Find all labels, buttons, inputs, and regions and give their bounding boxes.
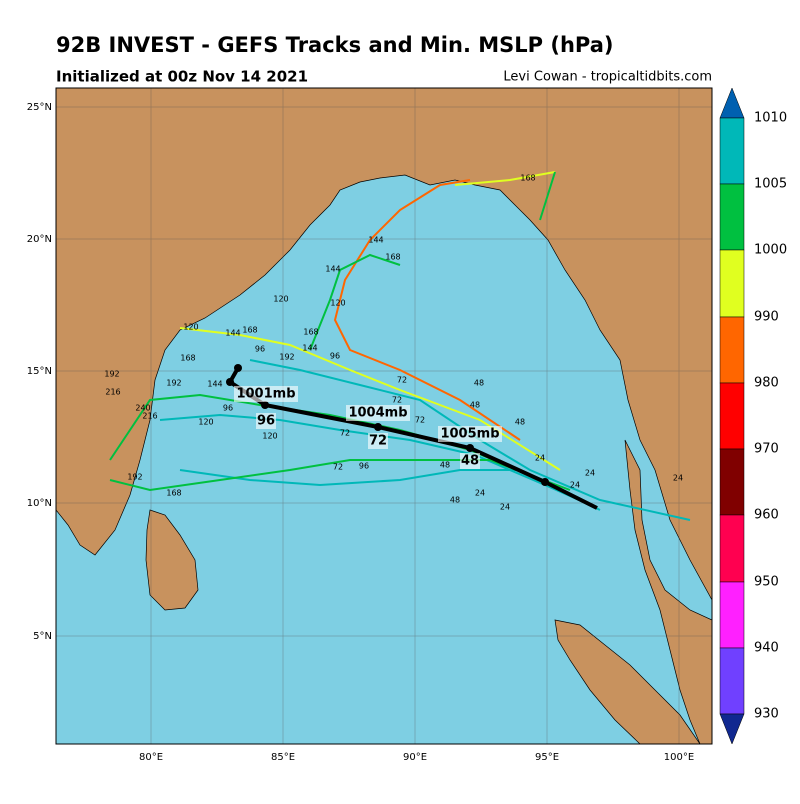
- credit: Levi Cowan - tropicaltidbits.com: [503, 70, 712, 85]
- hour-label: 168: [385, 253, 400, 262]
- hour-label: 168: [242, 326, 257, 335]
- hour-label: 168: [166, 489, 181, 498]
- lat-label: 15°N: [27, 366, 52, 377]
- label-box: [438, 426, 502, 442]
- hour-label: 120: [273, 295, 288, 304]
- lat-label: 5°N: [33, 631, 52, 642]
- label-box: [234, 386, 298, 402]
- hour-label: 192: [127, 473, 142, 482]
- lon-label: 100°E: [664, 752, 694, 763]
- label-box: [368, 433, 388, 449]
- hour-label: 96: [255, 345, 265, 354]
- axis-labels: 80°E 85°E 90°E 95°E 100°E 25°N 20°N 15°N 10°N 5°N: [27, 102, 694, 763]
- hour-label: 120: [198, 418, 213, 427]
- colorbar-label: 1010: [754, 111, 787, 126]
- hour-label: 144: [368, 236, 383, 245]
- colorbar-label: 980: [754, 376, 779, 391]
- hour-label: 72: [392, 396, 402, 405]
- hour-label: 96: [359, 462, 369, 471]
- lon-label: 80°E: [139, 752, 163, 763]
- colorbar-label: 990: [754, 310, 779, 325]
- label-box: [460, 453, 480, 469]
- lon-label: 90°E: [403, 752, 427, 763]
- hour-label: 192: [166, 379, 181, 388]
- hour-label: 72: [333, 463, 343, 472]
- hour-label: 240: [135, 404, 150, 413]
- lat-label: 10°N: [27, 498, 52, 509]
- colorbar-labels: 1010 1005 1000 990 980 970 960 950 940 930: [754, 111, 787, 722]
- colorbar-label: 930: [754, 707, 779, 722]
- hour-label: 144: [325, 265, 340, 274]
- lat-label: 20°N: [27, 234, 52, 245]
- hour-label: 120: [183, 323, 198, 332]
- hour-label: 192: [104, 370, 119, 379]
- hour-label: 120: [330, 299, 345, 308]
- colorbar-label: 950: [754, 575, 779, 590]
- land-sumatra: [554, 619, 701, 744]
- hour-label: 216: [105, 388, 120, 397]
- hour-label: 48: [470, 401, 480, 410]
- hour-label: 24: [673, 474, 683, 483]
- hour-label: 168: [303, 328, 318, 337]
- hour-label: 168: [520, 174, 535, 183]
- lon-label: 85°E: [271, 752, 295, 763]
- colorbar-label: 1005: [754, 177, 787, 192]
- hour-label: 24: [585, 469, 595, 478]
- lon-label: 95°E: [535, 752, 559, 763]
- mean-labels: 1001mb 1004mb 1005mb 96 72 48: [234, 386, 502, 469]
- hour-label: 192: [279, 353, 294, 362]
- land-srilanka: [145, 509, 199, 611]
- hour-label: 96: [330, 352, 340, 361]
- map-frame: [55, 87, 713, 745]
- label-box: [346, 405, 410, 421]
- hour-label: 48: [450, 496, 460, 505]
- hour-label: 144: [225, 329, 240, 338]
- hour-label: 216: [142, 412, 157, 421]
- hour-label: 144: [302, 344, 317, 353]
- mean-track-label: 72: [369, 434, 387, 449]
- hour-label: 72: [340, 429, 350, 438]
- lat-label: 25°N: [27, 102, 52, 113]
- land-malay: [624, 439, 712, 744]
- hour-label: 24: [475, 489, 485, 498]
- colorbar-label: 970: [754, 442, 779, 457]
- hour-label: 48: [515, 418, 525, 427]
- hour-label: 24: [535, 454, 545, 463]
- mean-track-label: 1001mb: [236, 387, 295, 402]
- hour-label: 24: [500, 503, 510, 512]
- subtitle: Initialized at 00z Nov 14 2021: [56, 68, 308, 86]
- hour-label: 168: [180, 354, 195, 363]
- title: 92B INVEST - GEFS Tracks and Min. MSLP (…: [56, 33, 614, 57]
- hour-label: 96: [223, 404, 233, 413]
- mean-track-label: 48: [461, 454, 479, 469]
- colorbar-label: 1000: [754, 243, 787, 258]
- land-mainland: [56, 88, 712, 601]
- hour-label: 72: [415, 416, 425, 425]
- hour-label: 48: [440, 461, 450, 470]
- label-box: [256, 413, 276, 429]
- colorbar-label: 960: [754, 508, 779, 523]
- mean-track-label: 1004mb: [348, 406, 407, 421]
- hour-label: 48: [474, 379, 484, 388]
- hour-label: 144: [207, 380, 222, 389]
- colorbar-label: 940: [754, 641, 779, 656]
- mean-track-points: [226, 364, 549, 486]
- colorbar: [719, 87, 745, 745]
- hour-label: 72: [397, 376, 407, 385]
- mean-track-label: 1005mb: [440, 427, 499, 442]
- mean-track-label: 96: [257, 414, 275, 429]
- hour-label: 24: [570, 481, 580, 490]
- hour-label: 120: [262, 432, 277, 441]
